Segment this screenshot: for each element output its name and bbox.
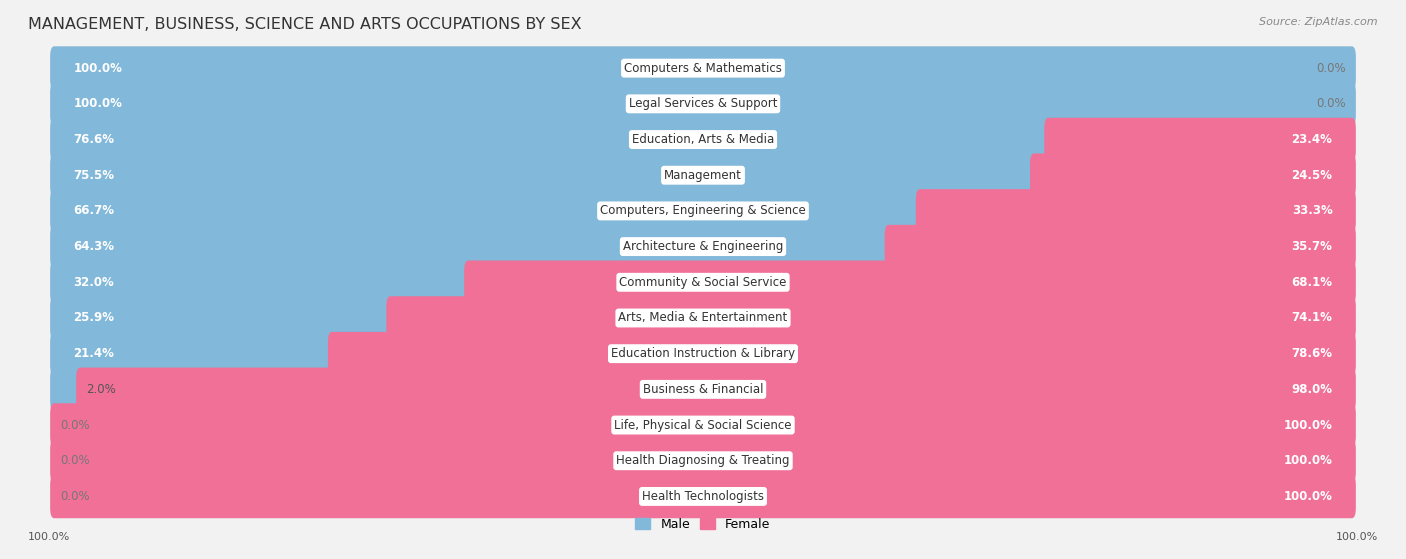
- FancyBboxPatch shape: [51, 154, 1038, 197]
- FancyBboxPatch shape: [51, 403, 1355, 447]
- Text: 25.9%: 25.9%: [73, 311, 114, 324]
- FancyBboxPatch shape: [51, 260, 1355, 304]
- Text: Health Technologists: Health Technologists: [643, 490, 763, 503]
- Text: 0.0%: 0.0%: [1316, 61, 1346, 75]
- FancyBboxPatch shape: [51, 154, 1355, 197]
- Text: 2.0%: 2.0%: [87, 383, 117, 396]
- Text: Source: ZipAtlas.com: Source: ZipAtlas.com: [1260, 17, 1378, 27]
- Text: Computers & Mathematics: Computers & Mathematics: [624, 61, 782, 75]
- Text: Community & Social Service: Community & Social Service: [619, 276, 787, 289]
- Text: 66.7%: 66.7%: [73, 205, 114, 217]
- Text: 0.0%: 0.0%: [60, 490, 90, 503]
- FancyBboxPatch shape: [51, 296, 394, 340]
- FancyBboxPatch shape: [51, 82, 1355, 126]
- Text: 24.5%: 24.5%: [1292, 169, 1333, 182]
- FancyBboxPatch shape: [51, 189, 1355, 233]
- FancyBboxPatch shape: [51, 296, 1355, 340]
- FancyBboxPatch shape: [51, 439, 1355, 482]
- FancyBboxPatch shape: [328, 332, 1355, 376]
- FancyBboxPatch shape: [915, 189, 1355, 233]
- Text: 32.0%: 32.0%: [73, 276, 114, 289]
- Text: Life, Physical & Social Science: Life, Physical & Social Science: [614, 419, 792, 432]
- FancyBboxPatch shape: [884, 225, 1355, 268]
- FancyBboxPatch shape: [1045, 118, 1355, 162]
- FancyBboxPatch shape: [51, 46, 1355, 90]
- FancyBboxPatch shape: [51, 260, 474, 304]
- FancyBboxPatch shape: [51, 189, 924, 233]
- Text: Health Diagnosing & Treating: Health Diagnosing & Treating: [616, 454, 790, 467]
- FancyBboxPatch shape: [387, 296, 1355, 340]
- Text: 100.0%: 100.0%: [1284, 419, 1333, 432]
- Text: 74.1%: 74.1%: [1292, 311, 1333, 324]
- Legend: Male, Female: Male, Female: [630, 513, 776, 536]
- Text: 98.0%: 98.0%: [1292, 383, 1333, 396]
- Text: 64.3%: 64.3%: [73, 240, 114, 253]
- FancyBboxPatch shape: [51, 46, 1355, 90]
- Text: 0.0%: 0.0%: [60, 454, 90, 467]
- Text: Architecture & Engineering: Architecture & Engineering: [623, 240, 783, 253]
- FancyBboxPatch shape: [51, 225, 1355, 268]
- Text: 35.7%: 35.7%: [1292, 240, 1333, 253]
- Text: 0.0%: 0.0%: [1316, 97, 1346, 110]
- Text: 0.0%: 0.0%: [60, 419, 90, 432]
- Text: 33.3%: 33.3%: [1292, 205, 1333, 217]
- FancyBboxPatch shape: [51, 368, 1355, 411]
- FancyBboxPatch shape: [464, 260, 1355, 304]
- FancyBboxPatch shape: [51, 82, 1355, 126]
- FancyBboxPatch shape: [51, 332, 336, 376]
- Text: Arts, Media & Entertainment: Arts, Media & Entertainment: [619, 311, 787, 324]
- FancyBboxPatch shape: [51, 225, 893, 268]
- FancyBboxPatch shape: [51, 368, 84, 411]
- Text: Education Instruction & Library: Education Instruction & Library: [612, 347, 794, 360]
- Text: Computers, Engineering & Science: Computers, Engineering & Science: [600, 205, 806, 217]
- FancyBboxPatch shape: [51, 332, 1355, 376]
- Text: 100.0%: 100.0%: [73, 61, 122, 75]
- Text: 75.5%: 75.5%: [73, 169, 114, 182]
- Text: Management: Management: [664, 169, 742, 182]
- Text: 21.4%: 21.4%: [73, 347, 114, 360]
- FancyBboxPatch shape: [51, 403, 1355, 447]
- FancyBboxPatch shape: [51, 118, 1355, 162]
- FancyBboxPatch shape: [51, 475, 1355, 518]
- Text: 100.0%: 100.0%: [28, 532, 70, 542]
- Text: Legal Services & Support: Legal Services & Support: [628, 97, 778, 110]
- Text: 23.4%: 23.4%: [1292, 133, 1333, 146]
- Text: 78.6%: 78.6%: [1292, 347, 1333, 360]
- FancyBboxPatch shape: [76, 368, 1355, 411]
- Text: Business & Financial: Business & Financial: [643, 383, 763, 396]
- Text: Education, Arts & Media: Education, Arts & Media: [631, 133, 775, 146]
- Text: 100.0%: 100.0%: [1284, 454, 1333, 467]
- Text: 100.0%: 100.0%: [1284, 490, 1333, 503]
- Text: 68.1%: 68.1%: [1292, 276, 1333, 289]
- FancyBboxPatch shape: [51, 439, 1355, 482]
- Text: 76.6%: 76.6%: [73, 133, 114, 146]
- Text: MANAGEMENT, BUSINESS, SCIENCE AND ARTS OCCUPATIONS BY SEX: MANAGEMENT, BUSINESS, SCIENCE AND ARTS O…: [28, 17, 582, 32]
- Text: 100.0%: 100.0%: [1336, 532, 1378, 542]
- FancyBboxPatch shape: [51, 118, 1052, 162]
- FancyBboxPatch shape: [1031, 154, 1355, 197]
- FancyBboxPatch shape: [51, 475, 1355, 518]
- Text: 100.0%: 100.0%: [73, 97, 122, 110]
